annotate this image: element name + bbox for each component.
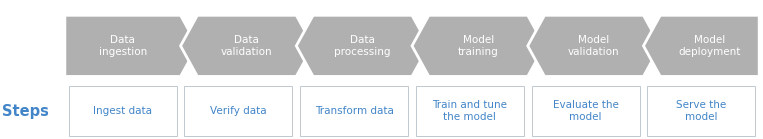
FancyBboxPatch shape — [647, 86, 755, 136]
Text: Serve the
model: Serve the model — [676, 100, 726, 122]
Polygon shape — [296, 15, 429, 76]
Text: Model
validation: Model validation — [568, 35, 620, 57]
Text: Steps: Steps — [2, 104, 48, 119]
Polygon shape — [643, 15, 759, 76]
FancyBboxPatch shape — [416, 86, 524, 136]
Text: Data
ingestion: Data ingestion — [98, 35, 146, 57]
Polygon shape — [528, 15, 660, 76]
Text: Transform data: Transform data — [314, 106, 394, 116]
FancyBboxPatch shape — [185, 86, 292, 136]
Polygon shape — [181, 15, 313, 76]
Text: Data
validation: Data validation — [221, 35, 272, 57]
Text: Ingest data: Ingest data — [93, 106, 152, 116]
FancyBboxPatch shape — [69, 86, 177, 136]
Polygon shape — [65, 15, 198, 76]
FancyBboxPatch shape — [532, 86, 639, 136]
Text: Verify data: Verify data — [210, 106, 267, 116]
Text: Train and tune
the model: Train and tune the model — [433, 100, 507, 122]
FancyBboxPatch shape — [300, 86, 408, 136]
Text: Model
training: Model training — [458, 35, 499, 57]
Text: Model
deployment: Model deployment — [678, 35, 741, 57]
Text: Data
processing: Data processing — [334, 35, 391, 57]
Text: Evaluate the
model: Evaluate the model — [552, 100, 619, 122]
Polygon shape — [412, 15, 545, 76]
